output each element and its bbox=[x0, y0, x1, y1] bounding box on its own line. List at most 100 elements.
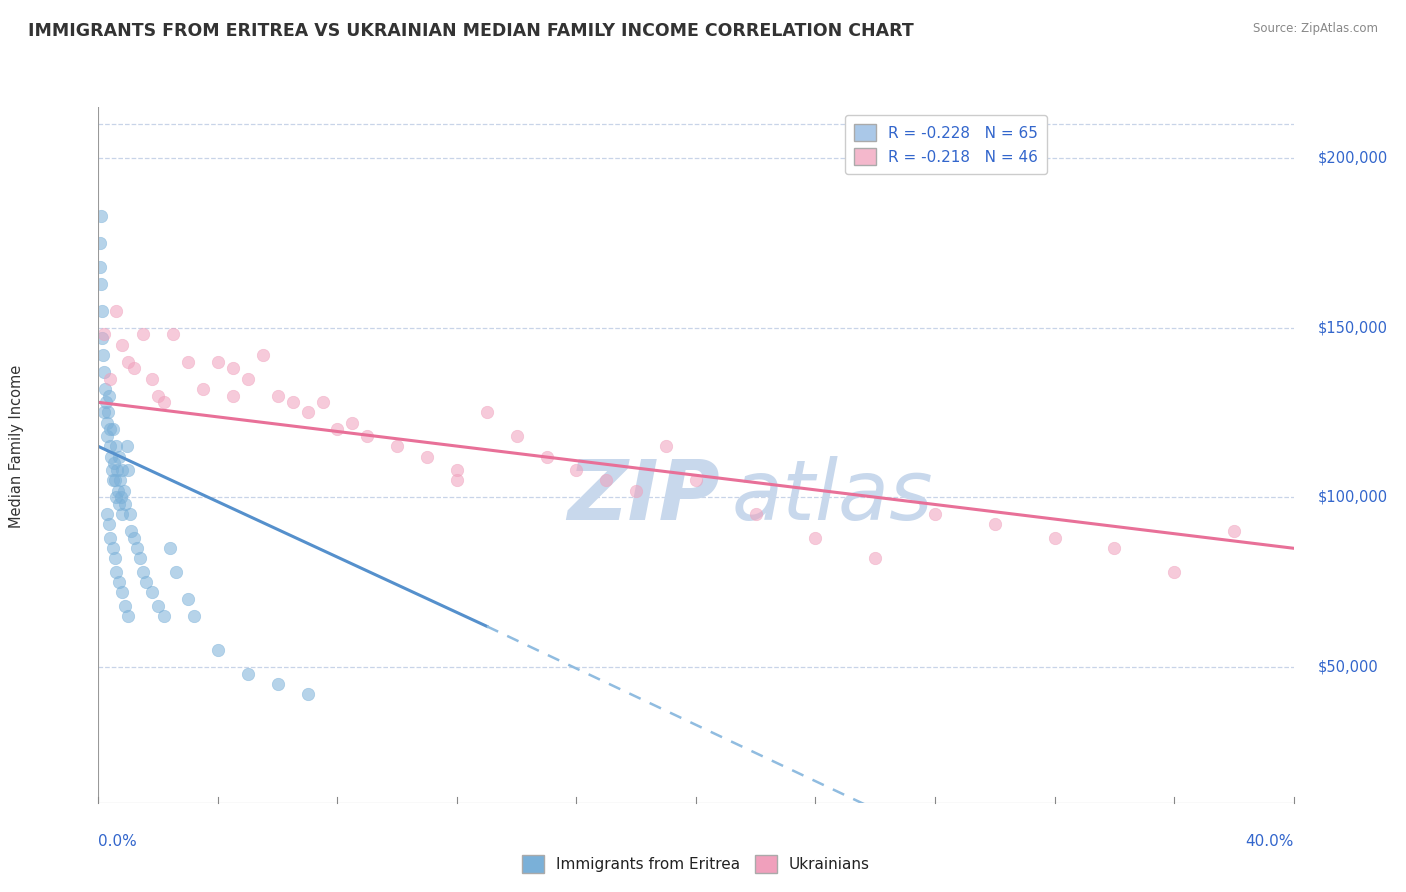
Point bbox=[98, 422, 121, 436]
Point bbox=[983, 517, 1005, 532]
Point bbox=[104, 474, 127, 488]
Point bbox=[111, 508, 134, 522]
Point bbox=[101, 463, 124, 477]
Point bbox=[114, 599, 136, 613]
Point bbox=[104, 491, 127, 505]
Point bbox=[446, 463, 468, 477]
Point bbox=[236, 666, 259, 681]
Point bbox=[90, 277, 112, 291]
Point bbox=[1222, 524, 1246, 539]
Point bbox=[804, 531, 827, 545]
Point bbox=[177, 592, 200, 607]
Point bbox=[863, 551, 886, 566]
Point bbox=[1163, 565, 1185, 579]
Point bbox=[100, 450, 122, 464]
Point bbox=[191, 382, 214, 396]
Point bbox=[655, 439, 678, 453]
Point bbox=[207, 643, 229, 657]
Point bbox=[132, 565, 155, 579]
Point bbox=[153, 609, 176, 624]
Point bbox=[114, 497, 136, 511]
Point bbox=[1102, 541, 1125, 556]
Point bbox=[745, 508, 768, 522]
Point bbox=[105, 565, 128, 579]
Point bbox=[162, 327, 184, 342]
Point bbox=[91, 303, 114, 318]
Point bbox=[356, 429, 378, 443]
Legend: Immigrants from Eritrea, Ukrainians: Immigrants from Eritrea, Ukrainians bbox=[516, 849, 876, 879]
Text: 0.0%: 0.0% bbox=[98, 834, 138, 849]
Point bbox=[446, 474, 468, 488]
Point bbox=[148, 388, 170, 402]
Point bbox=[91, 348, 114, 362]
Text: Median Family Income: Median Family Income bbox=[10, 364, 24, 528]
Point bbox=[90, 209, 112, 223]
Point bbox=[475, 405, 498, 419]
Point bbox=[120, 524, 142, 539]
Point bbox=[97, 517, 120, 532]
Text: $200,000: $200,000 bbox=[1317, 151, 1388, 165]
Point bbox=[96, 416, 118, 430]
Point bbox=[222, 361, 245, 376]
Point bbox=[685, 474, 707, 488]
Point bbox=[141, 371, 163, 385]
Point bbox=[98, 439, 122, 453]
Text: IMMIGRANTS FROM ERITREA VS UKRAINIAN MEDIAN FAMILY INCOME CORRELATION CHART: IMMIGRANTS FROM ERITREA VS UKRAINIAN MED… bbox=[28, 22, 914, 40]
Text: Source: ZipAtlas.com: Source: ZipAtlas.com bbox=[1253, 22, 1378, 36]
Text: 40.0%: 40.0% bbox=[1246, 834, 1294, 849]
Point bbox=[159, 541, 181, 556]
Point bbox=[135, 575, 157, 590]
Point bbox=[93, 365, 115, 379]
Point bbox=[924, 508, 946, 522]
Text: atlas: atlas bbox=[733, 456, 934, 537]
Point bbox=[107, 483, 129, 498]
Point bbox=[297, 405, 319, 419]
Point bbox=[89, 235, 111, 250]
Point bbox=[177, 354, 200, 368]
Point bbox=[565, 463, 588, 477]
Point bbox=[98, 531, 122, 545]
Point bbox=[105, 303, 128, 318]
Point bbox=[141, 585, 163, 599]
Point bbox=[115, 439, 138, 453]
Point bbox=[326, 422, 349, 436]
Point bbox=[118, 508, 141, 522]
Point bbox=[267, 388, 290, 402]
Point bbox=[98, 371, 122, 385]
Point bbox=[222, 388, 245, 402]
Point bbox=[111, 463, 134, 477]
Point bbox=[108, 474, 131, 488]
Point bbox=[111, 585, 134, 599]
Text: $100,000: $100,000 bbox=[1317, 490, 1388, 505]
Point bbox=[96, 508, 118, 522]
Point bbox=[1043, 531, 1066, 545]
Text: $150,000: $150,000 bbox=[1317, 320, 1388, 335]
Point bbox=[103, 422, 125, 436]
Point bbox=[129, 551, 152, 566]
Point bbox=[416, 450, 439, 464]
Point bbox=[342, 416, 364, 430]
Point bbox=[281, 395, 304, 409]
Point bbox=[385, 439, 409, 453]
Point bbox=[297, 687, 319, 701]
Point bbox=[536, 450, 558, 464]
Point bbox=[624, 483, 647, 498]
Point bbox=[595, 474, 617, 488]
Point bbox=[96, 429, 118, 443]
Point bbox=[111, 337, 134, 351]
Point bbox=[112, 483, 135, 498]
Point bbox=[93, 327, 115, 342]
Point bbox=[89, 260, 111, 274]
Point bbox=[124, 361, 146, 376]
Point bbox=[236, 371, 259, 385]
Point bbox=[93, 405, 115, 419]
Point bbox=[267, 677, 290, 691]
Point bbox=[105, 463, 128, 477]
Point bbox=[110, 491, 132, 505]
Text: ZIP: ZIP bbox=[567, 456, 720, 537]
Point bbox=[91, 331, 114, 345]
Point bbox=[148, 599, 170, 613]
Point bbox=[97, 405, 120, 419]
Point bbox=[506, 429, 529, 443]
Point bbox=[94, 382, 117, 396]
